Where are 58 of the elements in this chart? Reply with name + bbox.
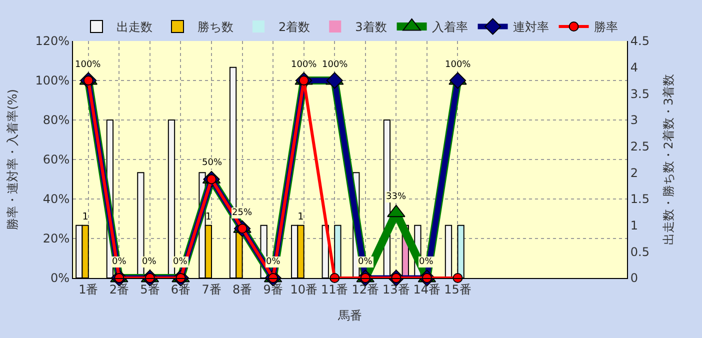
data-label: 1: [205, 212, 212, 223]
x-tick-label: 1番: [78, 282, 98, 296]
x-tick-label: 14番: [413, 282, 441, 296]
legend-label: 勝率: [594, 20, 618, 34]
y-tick-label: 100%: [35, 74, 70, 88]
y2-tick-label: 3: [630, 113, 638, 128]
y-tick-label: 40%: [42, 192, 70, 206]
data-label: 25%: [232, 208, 252, 218]
data-label: 1: [82, 212, 88, 223]
x-tick-label: 5番: [140, 282, 160, 296]
data-label: 0%: [173, 257, 188, 267]
data-label: 100%: [322, 60, 348, 70]
data-label: 100%: [75, 60, 102, 70]
data-label: 0%: [266, 257, 281, 267]
legend-label: 2着数: [278, 20, 310, 34]
data-label: 33%: [386, 192, 406, 202]
x-tick-label: 13番: [382, 282, 410, 296]
x-tick-label: 2番: [109, 282, 129, 296]
legend-label: 3着数: [355, 20, 387, 34]
y-tick-label: 80%: [42, 113, 70, 128]
y2-tick-label: 4: [630, 60, 638, 75]
x-tick-label: 9番: [263, 282, 283, 296]
y2-tick-label: 4.5: [630, 34, 650, 48]
x-tick-label: 11番: [320, 282, 348, 296]
x-tick-label: 12番: [352, 282, 380, 296]
y-tick-label: 0%: [50, 271, 70, 286]
y-axis-title: 勝率・連対率・入着率(%): [6, 89, 20, 230]
y-tick-label: 120%: [35, 34, 70, 48]
y-tick-label: 20%: [42, 232, 70, 246]
legend-label: 入着率: [432, 20, 468, 34]
x-tick-label: 15番: [444, 282, 472, 296]
y2-tick-label: 1: [630, 218, 638, 233]
y2-tick-label: 0: [630, 271, 638, 286]
x-tick-label: 6番: [170, 282, 191, 296]
x-tick-label: 8番: [232, 282, 252, 296]
data-label: 0%: [142, 257, 157, 267]
data-label: 1: [298, 212, 304, 223]
data-label: 0%: [112, 257, 127, 267]
legend-label: 勝ち数: [198, 20, 234, 34]
y2-tick-label: 2.5: [630, 140, 650, 154]
y-tick-label: 60%: [42, 152, 70, 167]
y2-tick-label: 1.5: [630, 192, 650, 206]
x-tick-label: 7番: [202, 282, 222, 296]
legend-label: 出走数: [116, 20, 152, 34]
data-label: 100%: [291, 60, 318, 70]
data-label: 0%: [419, 257, 434, 267]
y2-tick-label: 0.5: [630, 244, 650, 259]
point: [449, 72, 466, 89]
data-label: 0%: [358, 257, 373, 267]
y2-axis-title: 出走数・勝ち数・2着数・3着数: [661, 74, 676, 246]
y2-tick-label: 3.5: [630, 86, 650, 101]
x-axis-title: 馬番: [337, 308, 362, 322]
data-label: 100%: [445, 60, 472, 70]
data-label: 50%: [202, 158, 222, 168]
y2-tick-label: 2: [630, 166, 638, 180]
point: [326, 72, 343, 89]
x-tick-label: 10番: [290, 282, 318, 296]
legend-label: 連対率: [512, 20, 549, 34]
